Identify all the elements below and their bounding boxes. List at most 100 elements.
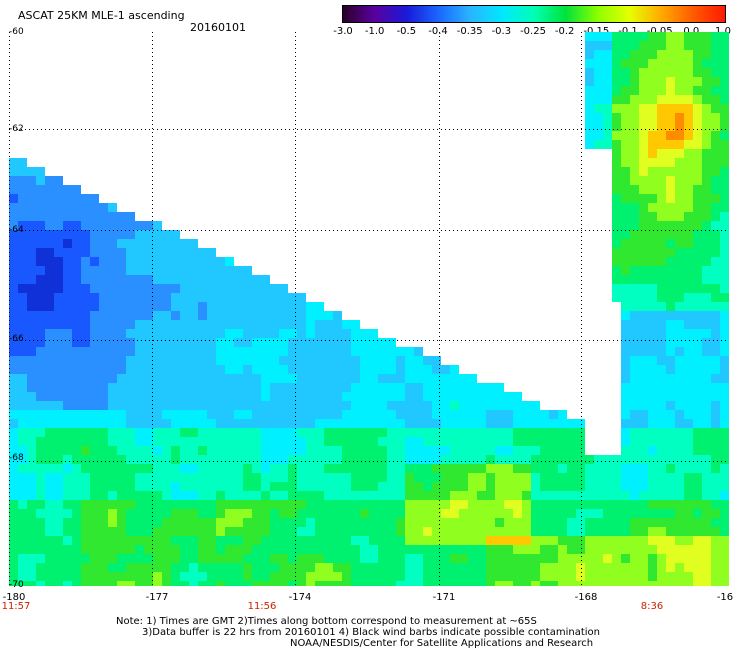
map-cell [153,356,162,365]
map-cell [207,338,216,347]
map-cell [594,59,603,68]
map-cell [648,185,657,194]
map-cell [9,320,18,329]
map-cell [198,572,207,581]
map-cell [63,446,72,455]
map-cell [18,356,27,365]
map-cell [603,86,612,95]
map-cell [621,302,630,311]
map-cell [693,194,702,203]
map-cell [657,185,666,194]
map-cell [612,572,621,581]
map-cell [495,437,504,446]
map-cell [333,383,342,392]
map-cell [666,455,675,464]
map-cell [405,347,414,356]
map-cell [252,473,261,482]
map-cell [630,212,639,221]
map-cell [693,212,702,221]
map-cell [198,482,207,491]
map-cell [351,509,360,518]
map-cell [81,410,90,419]
map-cell [657,221,666,230]
map-cell [81,419,90,428]
map-cell [702,41,711,50]
map-cell [720,446,729,455]
map-cell [675,167,684,176]
map-cell [702,68,711,77]
map-cell [288,545,297,554]
map-cell [270,401,279,410]
map-cell [486,455,495,464]
map-cell [216,311,225,320]
map-cell [72,185,81,194]
map-cell [144,320,153,329]
map-cell [639,572,648,581]
map-cell [9,581,18,586]
map-cell [495,518,504,527]
map-cell [702,158,711,167]
map-cell [171,401,180,410]
map-cell [621,482,630,491]
map-cell [630,230,639,239]
map-cell [621,536,630,545]
map-cell [36,221,45,230]
map-cell [99,374,108,383]
map-cell [279,446,288,455]
map-cell [162,293,171,302]
map-cell [360,383,369,392]
map-cell [657,95,666,104]
map-cell [198,248,207,257]
map-cell [630,257,639,266]
map-cell [45,410,54,419]
map-cell [513,419,522,428]
map-cell [630,239,639,248]
map-cell [333,347,342,356]
map-cell [9,554,18,563]
map-cell [657,383,666,392]
map-cell [405,518,414,527]
map-cell [234,464,243,473]
map-cell [297,311,306,320]
map-cell [576,500,585,509]
map-cell [450,392,459,401]
map-cell [18,257,27,266]
map-cell [657,167,666,176]
map-cell [279,527,288,536]
map-cell [81,338,90,347]
map-cell [189,572,198,581]
map-cell [198,554,207,563]
map-cell [27,311,36,320]
map-cell [99,338,108,347]
map-cell [135,230,144,239]
map-cell [693,473,702,482]
map-cell [675,59,684,68]
map-cell [180,536,189,545]
map-cell [666,428,675,437]
map-cell [27,194,36,203]
map-cell [225,383,234,392]
map-cell [99,410,108,419]
map-cell [90,491,99,500]
map-cell [720,194,729,203]
map-cell [648,158,657,167]
map-cell [18,545,27,554]
map-cell [513,518,522,527]
map-cell [603,50,612,59]
map-cell [207,464,216,473]
map-cell [252,428,261,437]
map-cell [99,401,108,410]
map-cell [81,455,90,464]
map-cell [63,185,72,194]
map-cell [693,149,702,158]
map-cell [126,419,135,428]
map-cell [621,149,630,158]
map-cell [117,464,126,473]
map-cell [720,32,729,41]
map-cell [63,500,72,509]
map-cell [585,581,594,586]
map-cell [162,509,171,518]
map-cell [675,113,684,122]
map-cell [495,446,504,455]
map-cell [225,419,234,428]
